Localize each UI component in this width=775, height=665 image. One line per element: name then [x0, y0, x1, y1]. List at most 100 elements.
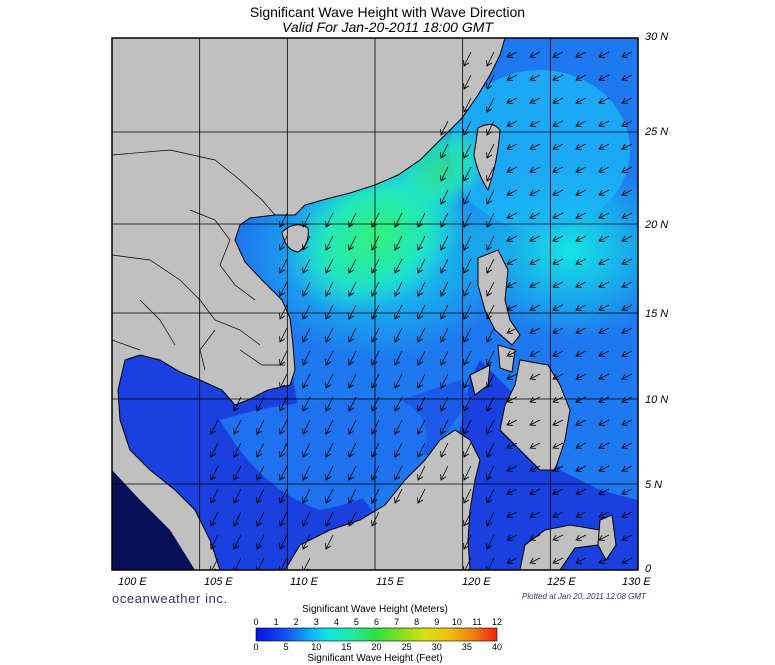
wave-direction-arrow [325, 465, 334, 481]
wave-direction-arrow [233, 442, 242, 458]
wave-direction-arrow [552, 258, 564, 265]
wave-direction-arrow [552, 281, 564, 288]
wave-direction-arrow [598, 511, 610, 518]
colorbar-feet-tick: 20 [371, 642, 382, 652]
wave-direction-arrow [417, 304, 426, 320]
wave-direction-arrow [348, 258, 357, 274]
wave-direction-arrow [463, 258, 472, 274]
wave-direction-arrow [325, 350, 334, 366]
wave-direction-arrow [348, 465, 357, 481]
wave-direction-arrow [325, 488, 334, 504]
wave-direction-arrow [621, 373, 633, 380]
wave-direction-arrow [621, 166, 633, 173]
colorbar-meter-tick: 12 [491, 617, 503, 627]
wave-direction-arrow [621, 189, 633, 196]
wave-direction-arrow [506, 281, 518, 288]
wave-direction-arrow [552, 51, 564, 58]
wave-direction-arrow [371, 488, 380, 504]
wave-direction-arrow [279, 235, 288, 251]
wave-direction-arrow [463, 534, 472, 550]
wave-direction-arrow [506, 442, 518, 449]
wave-direction-arrow [552, 350, 564, 357]
wave-direction-arrow [529, 120, 541, 127]
wave-direction-arrow [302, 373, 311, 389]
wave-direction-arrow [529, 74, 541, 81]
wave-direction-arrow [417, 327, 426, 343]
wave-direction-arrow [575, 281, 587, 288]
wave-direction-arrow [529, 534, 541, 541]
wave-direction-arrow [371, 212, 380, 228]
wave-direction-arrow [486, 488, 495, 504]
wave-direction-arrow [529, 304, 541, 311]
colorbar-meter-tick: 9 [434, 617, 440, 627]
wave-direction-arrow [394, 419, 403, 435]
wave-direction-arrow [279, 442, 288, 458]
wave-direction-arrow [325, 511, 334, 527]
wave-direction-arrow [598, 97, 610, 104]
wave-direction-arrow [371, 465, 380, 481]
lat-label-0: 0 [645, 563, 652, 575]
wave-direction-arrow [621, 120, 633, 127]
wave-direction-arrow [486, 534, 495, 550]
colorbar-feet-tick: 10 [311, 642, 322, 652]
wave-direction-arrow [486, 189, 495, 205]
wave-direction-arrow [575, 511, 587, 518]
wave-direction-arrow [621, 327, 633, 334]
wave-direction-arrow [325, 235, 334, 251]
wave-direction-arrow [621, 557, 633, 564]
wave-direction-arrow [486, 304, 495, 320]
wave-direction-arrow [440, 212, 449, 228]
wave-direction-arrow [552, 212, 564, 219]
wave-direction-arrow [279, 396, 288, 412]
wave-direction-arrow [417, 442, 426, 458]
colorbar-meter-tick: 7 [394, 617, 400, 627]
wave-direction-arrow [279, 465, 288, 481]
wave-direction-arrow [348, 281, 357, 297]
wave-direction-arrow [575, 51, 587, 58]
wave-direction-arrow [371, 235, 380, 251]
wave-direction-arrow [325, 258, 334, 274]
colorbar-feet-tick: 0 [253, 642, 259, 652]
wave-direction-arrow [621, 258, 633, 265]
wave-direction-arrow [325, 419, 334, 435]
wave-direction-arrow [210, 534, 219, 550]
wave-direction-arrow [621, 212, 633, 219]
wave-direction-arrow [529, 189, 541, 196]
wave-direction-arrow [506, 189, 518, 196]
lat-label-5n: 5 N [645, 479, 663, 491]
wave-direction-arrow [621, 97, 633, 104]
wave-direction-arrow [621, 511, 633, 518]
colorbar-meter-tick: 4 [333, 617, 339, 627]
wave-direction-arrow [575, 419, 587, 426]
wave-direction-arrow [575, 373, 587, 380]
wave-direction-arrow [621, 281, 633, 288]
wave-direction-arrow [621, 350, 633, 357]
map-title: Significant Wave Height with Wave Direct… [249, 4, 526, 20]
wave-direction-arrow [394, 212, 403, 228]
wave-direction-arrow [371, 442, 380, 458]
wave-direction-arrow [463, 465, 472, 481]
wave-direction-arrow [529, 350, 541, 357]
wave-direction-arrow [506, 212, 518, 219]
borneo-island [284, 429, 481, 570]
wave-direction-arrow [325, 373, 334, 389]
wave-direction-arrow [440, 419, 449, 435]
wave-direction-arrow [486, 419, 495, 435]
wave-direction-arrow [575, 465, 587, 472]
wave-direction-arrow [552, 465, 564, 472]
colorbar-meter-tick: 2 [293, 617, 299, 627]
wave-direction-arrow [552, 120, 564, 127]
wave-direction-arrow [348, 327, 357, 343]
wave-direction-arrow [486, 120, 495, 136]
wave-direction-arrow [463, 51, 472, 67]
wave-direction-arrow [552, 97, 564, 104]
wave-direction-arrow [440, 235, 449, 251]
map-frame [111, 37, 639, 571]
wave-direction-arrow [371, 281, 380, 297]
wave-direction-arrow [233, 511, 242, 527]
wave-direction-arrow [371, 396, 380, 412]
wave-direction-arrow [598, 281, 610, 288]
wave-direction-arrow [621, 465, 633, 472]
wave-direction-arrow [371, 511, 380, 527]
